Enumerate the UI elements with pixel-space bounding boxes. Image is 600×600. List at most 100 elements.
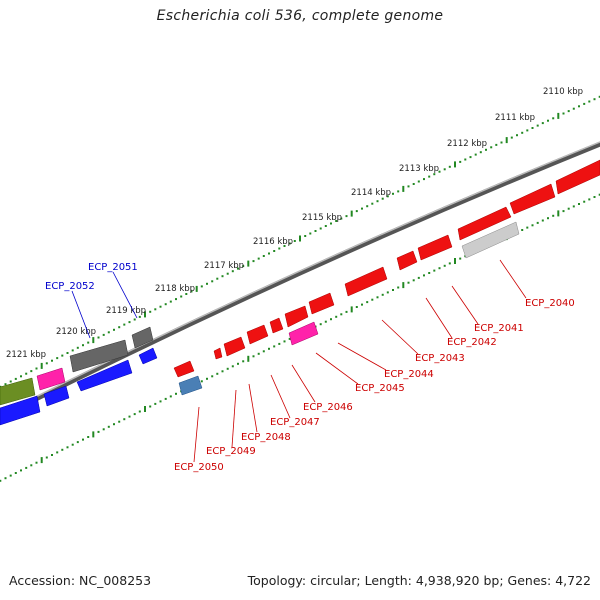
gene-red-reverse-feature[interactable]	[173, 360, 195, 378]
scale-labels: 2110 kbp 2111 kbp 2112 kbp 2113 kbp 2114…	[6, 87, 583, 360]
gene-blue-short-feature[interactable]	[43, 385, 70, 407]
gene-magenta-feature-2[interactable]	[288, 321, 319, 346]
inner-scale-dot	[211, 375, 214, 378]
gene-ecp-2045-feature[interactable]	[344, 266, 388, 297]
gene-ecp-2051-feature[interactable]	[131, 326, 154, 349]
gene-blue-mid-feature[interactable]	[76, 359, 133, 392]
outer-scale-dot	[386, 195, 389, 198]
scale-label-2118: 2118 kbp	[155, 284, 195, 294]
outer-scale-dot	[118, 326, 121, 329]
outer-scale-dot	[180, 295, 183, 298]
forward-strand-genes	[0, 159, 600, 406]
outer-scale-dot	[107, 331, 110, 334]
inner-scale-dot	[526, 226, 529, 229]
outer-scale-dot	[169, 300, 172, 303]
outer-scale-dot	[226, 272, 229, 275]
outer-scale-dot	[521, 131, 524, 134]
gene-blue-small-feature[interactable]	[138, 347, 158, 365]
gene-ecp-2047-feature[interactable]	[284, 305, 309, 328]
inner-scale-dot	[35, 461, 38, 464]
inner-scale-dot	[412, 279, 415, 282]
outer-scale-dot	[314, 230, 317, 232]
inner-scale-dot	[231, 365, 234, 368]
gene-ecp-2048-feature[interactable]	[269, 317, 284, 334]
gene-label-ecp-2048[interactable]: ECP_2048	[241, 432, 291, 443]
outer-scale-major-tick	[247, 260, 250, 267]
gene-label-ecp-2050[interactable]: ECP_2050	[174, 462, 224, 473]
gene-label-ecp-2052[interactable]: ECP_2052	[45, 281, 95, 292]
gene-ecp-2050-feature-a[interactable]	[223, 336, 246, 357]
outer-scale-dot	[231, 270, 234, 273]
gene-label-ecp-2051[interactable]: ECP_2051	[88, 262, 138, 273]
inner-scale-dot	[407, 281, 410, 284]
inner-scale-dot	[262, 350, 265, 353]
inner-scale-dot	[397, 286, 400, 289]
outer-scale-dot	[567, 110, 570, 113]
gene-ecp-2040-feature[interactable]	[555, 159, 600, 195]
inner-scale-dot	[381, 293, 384, 296]
outer-scale-dot	[304, 235, 307, 237]
outer-scale-dot	[221, 275, 224, 278]
inner-scale-dot	[76, 441, 79, 444]
outer-scale-dot	[526, 129, 529, 132]
gene-olive-feature[interactable]	[0, 377, 36, 406]
gene-label-ecp-2042[interactable]: ECP_2042	[447, 337, 497, 348]
outer-scale-dot	[190, 290, 193, 293]
inner-scale-dot	[443, 264, 446, 267]
inner-scale-dot	[133, 413, 136, 416]
outer-scale-dot	[417, 180, 420, 183]
inner-scale-dot	[562, 210, 565, 213]
inner-scale-dot	[242, 360, 245, 363]
inner-scale-dot	[428, 272, 431, 274]
outer-scale-dot	[588, 100, 591, 103]
gene-ecp-2044-feature[interactable]	[396, 250, 418, 271]
gene-magenta-feature[interactable]	[36, 367, 66, 391]
inner-scale-dot	[278, 342, 281, 345]
gene-label-ecp-2045[interactable]: ECP_2045	[355, 383, 405, 394]
gene-ecp-2049-feature[interactable]	[246, 324, 269, 345]
gene-label-ecp-2047[interactable]: ECP_2047	[270, 417, 320, 428]
inner-scale-dot	[345, 310, 348, 313]
gene-label-ecp-2046[interactable]: ECP_2046	[303, 402, 353, 413]
gene-ecp-2042-feature[interactable]	[457, 206, 512, 241]
gene-label-ecp-2049[interactable]: ECP_2049	[206, 446, 256, 457]
inner-scale-dot	[521, 229, 524, 231]
outer-scale-dot	[485, 148, 487, 151]
gene-ecp-2041-feature[interactable]	[509, 183, 556, 215]
outer-scale-dot	[61, 354, 64, 357]
inner-scale-dot	[107, 425, 110, 428]
outer-scale-dot	[252, 260, 255, 263]
gene-label-ecp-2043[interactable]: ECP_2043	[415, 353, 465, 364]
inner-scale-dot	[552, 214, 555, 217]
inner-scale-dot	[319, 323, 322, 326]
gene-label-ecp-2044[interactable]: ECP_2044	[384, 369, 434, 380]
inner-scale-dot	[113, 423, 115, 426]
gene-ecp-2052-feature[interactable]	[69, 339, 129, 373]
outer-scale-dot	[185, 293, 188, 295]
inner-scale-dot	[123, 418, 126, 421]
outer-scale-dot	[200, 285, 203, 288]
inner-scale-dot	[71, 443, 74, 446]
inner-scale-dot	[583, 200, 586, 203]
inner-scale-dot	[175, 392, 177, 395]
outer-scale-dot	[448, 165, 451, 168]
outer-scale-dot	[159, 305, 162, 308]
outer-scale-dot	[598, 95, 600, 98]
gene-label-ecp-2040[interactable]: ECP_2040	[525, 298, 575, 309]
scale-label-2112: 2112 kbp	[447, 139, 487, 149]
outer-scale-major-tick	[350, 210, 353, 217]
gene-ecp-2046-feature[interactable]	[308, 292, 335, 315]
gene-ecp-2043-feature[interactable]	[417, 234, 453, 261]
gene-label-ecp-2041[interactable]: ECP_2041	[474, 323, 524, 334]
gene-ecp-2050-feature-b[interactable]	[213, 347, 223, 360]
scale-label-2113: 2113 kbp	[399, 164, 439, 174]
inner-scale-dot	[324, 320, 327, 323]
scale-label-2116: 2116 kbp	[253, 237, 293, 247]
inner-scale-major-tick	[454, 258, 456, 264]
outer-scale-dot	[278, 247, 281, 250]
inner-scale-dot	[366, 301, 369, 304]
gene-blue-left-feature[interactable]	[0, 395, 41, 426]
gene-light-gray-feature[interactable]	[461, 221, 520, 259]
outer-scale-dot	[51, 359, 53, 362]
gene-steel-feature[interactable]	[178, 375, 203, 396]
